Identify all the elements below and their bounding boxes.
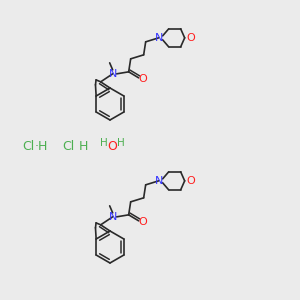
Text: O: O <box>138 217 147 227</box>
Text: N: N <box>154 176 163 186</box>
Text: N: N <box>109 69 117 79</box>
Text: O: O <box>186 176 195 186</box>
Text: N: N <box>109 212 117 222</box>
Text: H: H <box>100 138 108 148</box>
Text: O: O <box>107 140 117 154</box>
Text: O: O <box>186 33 195 43</box>
Text: N: N <box>154 33 163 43</box>
Text: H: H <box>75 140 88 154</box>
Text: O: O <box>138 74 147 84</box>
Text: Cl: Cl <box>62 140 74 154</box>
Text: Cl: Cl <box>22 140 34 154</box>
Text: ·H: ·H <box>35 140 48 154</box>
Text: H: H <box>117 138 125 148</box>
